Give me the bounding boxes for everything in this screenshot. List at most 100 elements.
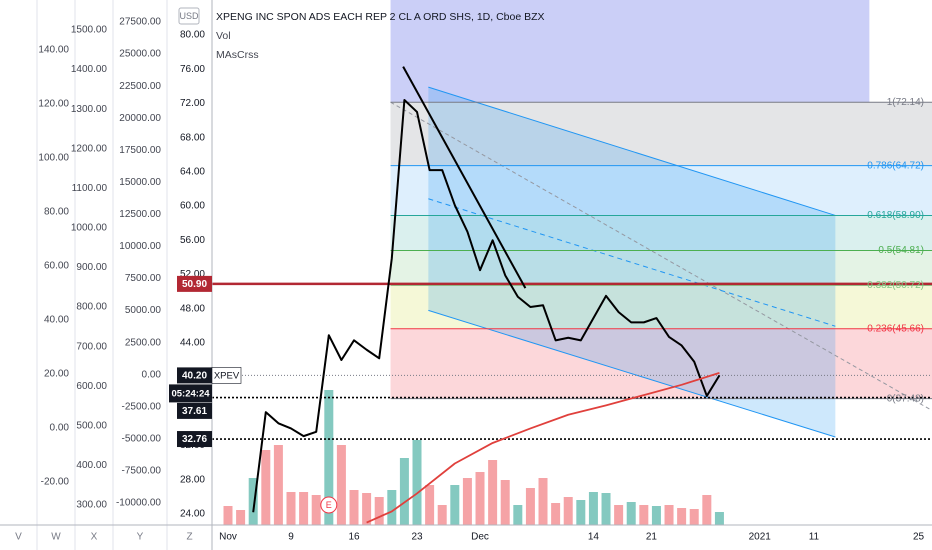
- volume-bar: [362, 493, 372, 525]
- channel-lower: [428, 309, 836, 438]
- axis-name: X: [91, 532, 98, 543]
- plot-area: E: [212, 0, 932, 525]
- fib-label: 0(37.48): [887, 393, 924, 404]
- fib-band: [390, 328, 932, 399]
- extra-axis-label: -7500.00: [122, 466, 162, 477]
- x-tick-label: 14: [588, 532, 600, 543]
- extra-axis-label: 1300.00: [71, 104, 108, 115]
- volume-bar: [651, 506, 661, 525]
- earnings-marker: [320, 496, 338, 514]
- volume-bar: [299, 492, 309, 525]
- y-tick-label: 48.00: [180, 303, 205, 314]
- overlay: 1(72.14) 0.786(64.72) 0.618(58.90) 0.5(54.8…: [169, 97, 924, 448]
- price-tag-label: 37.61: [182, 406, 207, 417]
- fib-label: 0.786(64.72): [867, 160, 924, 171]
- extra-axis-label: 1400.00: [71, 64, 108, 75]
- volume-bar: [336, 445, 346, 525]
- y-tick-label: 72.00: [180, 98, 205, 109]
- x-tick-label: 25: [913, 532, 925, 543]
- x-tick-label: 21: [646, 532, 658, 543]
- volume-bar: [311, 495, 321, 525]
- volume-bar: [399, 458, 409, 525]
- price-tag: [177, 275, 212, 292]
- y-tick-label: 60.00: [180, 201, 205, 212]
- price-tag: [177, 402, 212, 419]
- volume-bar: [601, 493, 611, 525]
- extra-axis-label: 12500.00: [119, 209, 161, 220]
- earnings-label: E: [326, 500, 332, 510]
- volume-bar: [412, 440, 422, 525]
- volume-bar: [626, 502, 636, 525]
- fib-band: [390, 215, 932, 251]
- extra-axis-label: 10000.00: [119, 241, 161, 252]
- axis-name: W: [51, 532, 61, 543]
- y-tick-label: 52.00: [180, 269, 205, 280]
- volume-bar: [462, 478, 472, 525]
- volume-bar: [689, 509, 699, 525]
- volume-bar: [588, 492, 598, 525]
- y-tick-label: 76.00: [180, 64, 205, 75]
- y-tick-label: 80.00: [180, 30, 205, 41]
- fib-label: 1(72.14): [887, 97, 924, 108]
- legend-item: Vol: [216, 30, 231, 42]
- extra-axis-label: 40.00: [44, 315, 69, 326]
- fib-label: 0.618(58.90): [867, 210, 924, 221]
- price-tag-label: 50.90: [182, 279, 207, 290]
- x-tick-label: 23: [411, 532, 423, 543]
- volume-bar: [349, 490, 359, 525]
- fib-band: [390, 285, 932, 329]
- volume-bar: [324, 390, 334, 525]
- extra-axis-label: 2500.00: [125, 337, 162, 348]
- y-tick-label: 24.00: [180, 509, 205, 520]
- extra-axis-label: 22500.00: [119, 81, 161, 92]
- volume-bar: [576, 500, 586, 525]
- trend-line: [402, 66, 527, 289]
- price-tag-label: 32.76: [182, 434, 207, 445]
- volume-bar: [525, 488, 535, 525]
- volume-bar: [425, 485, 435, 525]
- extra-axis-label: -10000.00: [116, 498, 161, 509]
- chart-title: XPENG INC SPON ADS EACH REP 2 CL A ORD S…: [216, 11, 545, 23]
- axis-name: V: [15, 532, 22, 543]
- extra-axis-label: 900.00: [76, 262, 107, 273]
- extra-axis-label: 20.00: [44, 369, 69, 380]
- axis-name: Z: [186, 532, 192, 543]
- series-line: [252, 98, 721, 513]
- extra-axis-label: -5000.00: [122, 434, 162, 445]
- fib-label: 0.236(45.66): [867, 323, 924, 334]
- volume-bar: [551, 503, 561, 525]
- axis-name: Y: [137, 532, 144, 543]
- volume-bar: [714, 512, 724, 525]
- x-tick-label: Dec: [471, 532, 489, 543]
- currency-box: [178, 7, 200, 25]
- volume-bar: [500, 480, 510, 525]
- channel-fill: [428, 87, 836, 437]
- volume-bar: [261, 450, 271, 525]
- volume-bar: [702, 495, 712, 525]
- rectangle-drawing: [390, 0, 870, 103]
- legend-item: MAsCrss: [216, 49, 259, 61]
- extra-axis-label: 1500.00: [71, 25, 108, 36]
- price-tag-label: 40.20: [182, 371, 207, 382]
- fib-label: 0.382(50.72): [867, 280, 924, 291]
- y-tick-label: 68.00: [180, 132, 205, 143]
- extra-axis-label: -2500.00: [122, 401, 162, 412]
- channel-upper: [428, 86, 836, 216]
- symbol-tag-label: XPEV: [214, 370, 240, 381]
- volume-bar: [475, 472, 485, 525]
- x-tick-label: Nov: [219, 532, 237, 543]
- volume-bar: [450, 485, 460, 525]
- x-tick-label: 2021: [749, 532, 772, 543]
- volume-bar: [614, 505, 624, 525]
- y-tick-label: 64.00: [180, 166, 205, 177]
- volume-bar: [374, 497, 384, 525]
- extra-axis-label: 27500.00: [119, 17, 161, 28]
- volume-bar: [538, 478, 548, 525]
- extra-axis-label: -20.00: [41, 477, 70, 488]
- x-tick-label: 9: [288, 532, 294, 543]
- fib-label: 0.5(54.81): [878, 245, 924, 256]
- volume-bar: [437, 505, 447, 525]
- extra-axis-label: 7500.00: [125, 273, 162, 284]
- extra-axis-label: 17500.00: [119, 145, 161, 156]
